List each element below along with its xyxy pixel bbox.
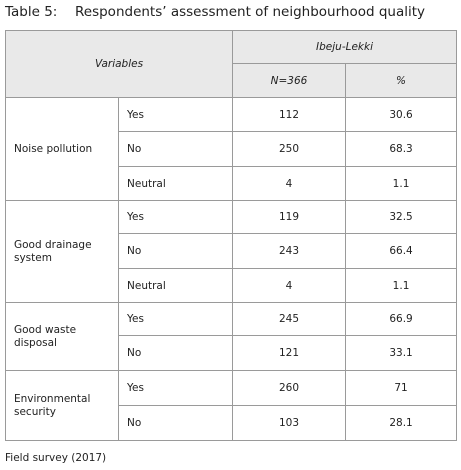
response-cell: No (117, 405, 234, 441)
response-cell: Yes (117, 370, 234, 406)
table-row: Environmental security Yes 260 71 (5, 370, 458, 441)
count-cell: 119 (232, 200, 347, 234)
count-cell: 4 (232, 268, 347, 303)
count-cell: 243 (232, 233, 347, 269)
count-cell: 4 (232, 166, 347, 201)
table-row: Variables Ibeju-Lekki (4, 30, 458, 98)
percent-cell: 32.5 (345, 200, 458, 234)
table-row: No 103 28.1 (6, 405, 458, 441)
percent-cell: 68.3 (345, 131, 458, 167)
table-row: Noise pollution Yes 112 30.6 (5, 97, 458, 201)
percent-cell: 66.4 (345, 233, 458, 269)
variable-cell: Noise pollution (5, 97, 119, 201)
title-label: Table 5: (5, 4, 58, 20)
percent-cell: 66.9 (345, 302, 458, 336)
column-header: % (345, 63, 458, 98)
count-cell: 121 (232, 335, 347, 371)
column-header: N=366 (232, 63, 347, 98)
response-cell: Neutral (117, 268, 234, 303)
variable-cell: Good drainage system (5, 200, 119, 303)
data-table: Variables Ibeju-Lekki N=366% Noise pollutio… (4, 30, 458, 441)
table-row: Neutral 4 1.1 (6, 166, 458, 201)
percent-cell: 1.1 (345, 268, 458, 303)
response-cell: Neutral (117, 166, 234, 201)
table-row: N=366% (6, 63, 458, 98)
percent-cell: 1.1 (345, 166, 458, 201)
response-cell: Yes (117, 302, 234, 336)
percent-cell: 28.1 (345, 405, 458, 441)
response-cell: No (117, 233, 234, 269)
table-row: Good waste disposal Yes 245 66.9 (5, 302, 458, 371)
table-row: Good drainage system Yes 119 32.5 (5, 200, 458, 303)
variables-header: Variables (4, 30, 234, 98)
percent-cell: 71 (345, 370, 458, 406)
source-note: Field survey (2017) (5, 452, 107, 464)
variable-cell: Environmental security (5, 370, 119, 441)
response-cell: Yes (117, 97, 234, 132)
percent-cell: 33.1 (345, 335, 458, 371)
percent-cell: 30.6 (345, 97, 458, 132)
table-title: Table 5: Respondents’ assessment of neigh… (5, 4, 425, 20)
variable-cell: Good waste disposal (5, 302, 119, 371)
table-row: No 243 66.4 (6, 233, 458, 269)
count-cell: 245 (232, 302, 347, 336)
response-cell: Yes (117, 200, 234, 234)
count-cell: 260 (232, 370, 347, 406)
table-row: No 121 33.1 (6, 335, 458, 371)
group-header: Ibeju-Lekki (232, 30, 458, 64)
response-cell: No (117, 335, 234, 371)
title-text: Respondents’ assessment of neighbourhood… (75, 4, 426, 20)
count-cell: 112 (232, 97, 347, 132)
response-cell: No (117, 131, 234, 167)
count-cell: 103 (232, 405, 347, 441)
count-cell: 250 (232, 131, 347, 167)
